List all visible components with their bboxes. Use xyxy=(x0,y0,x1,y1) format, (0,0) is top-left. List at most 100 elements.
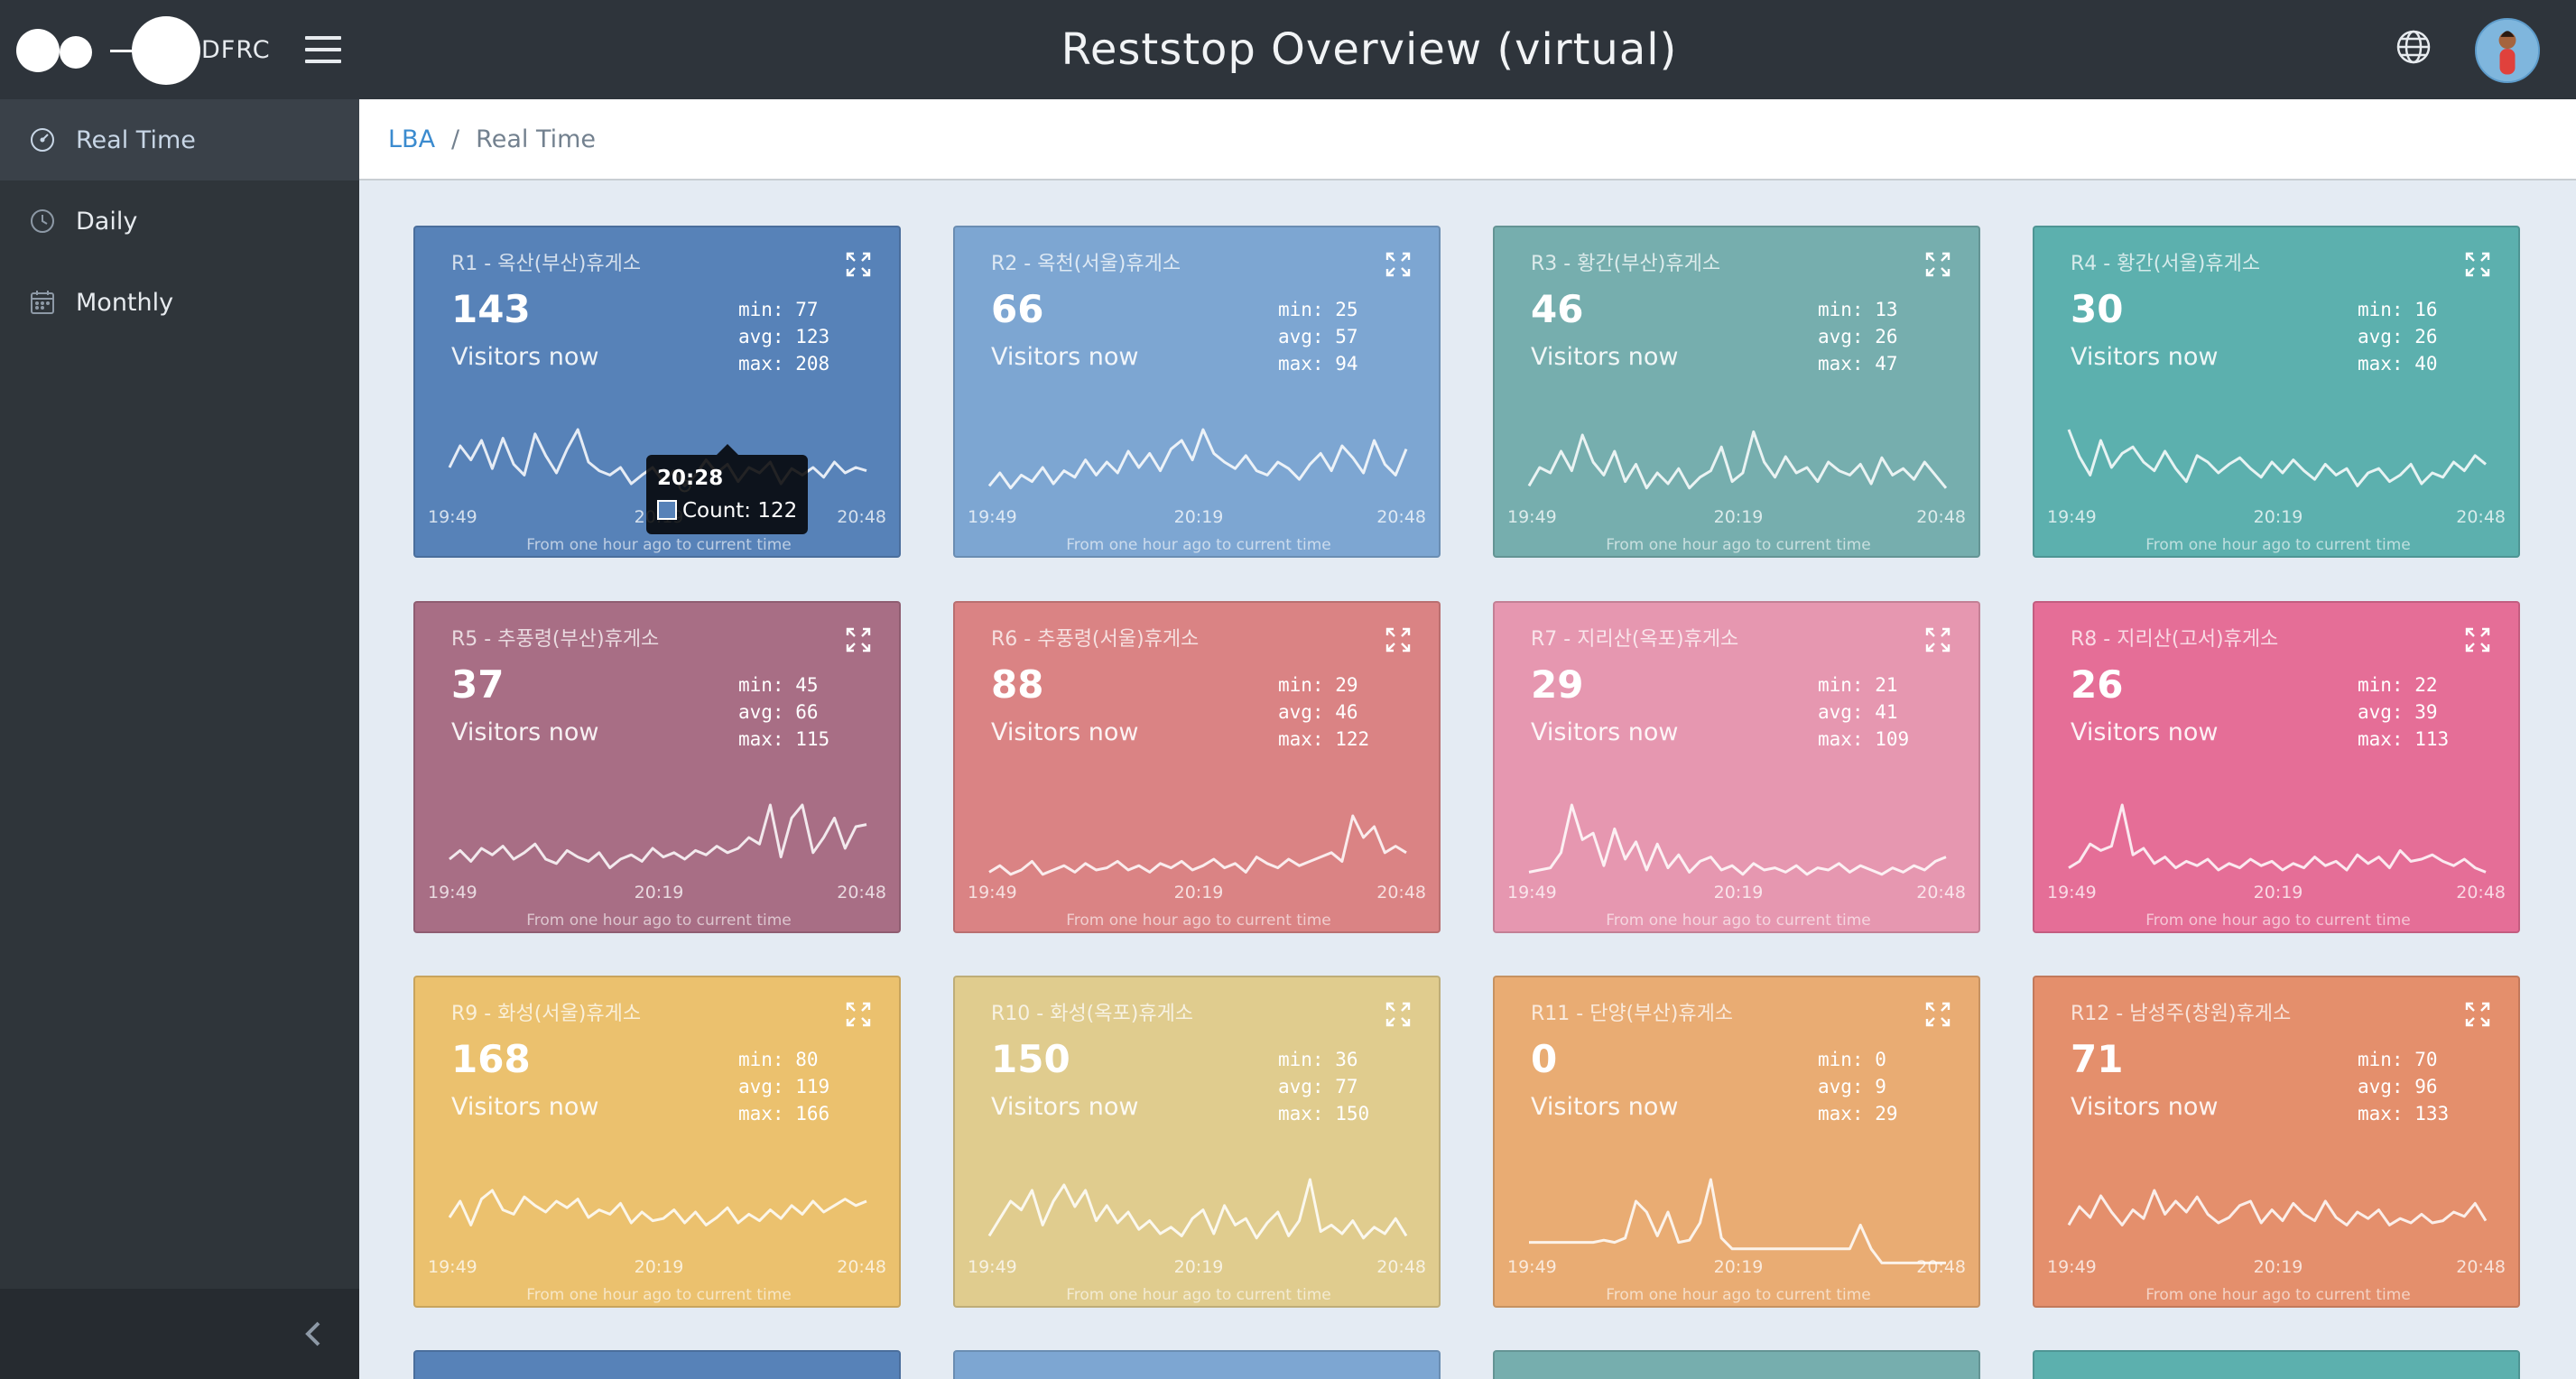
brand-logo[interactable]: DFRC xyxy=(16,16,271,85)
card-caption: From one hour ago to current time xyxy=(1066,536,1331,554)
card-stats: min: 21 avg: 41 max: 109 xyxy=(1818,674,1910,750)
card-stats: min: 77 avg: 123 max: 208 xyxy=(738,299,830,375)
sparkline-chart[interactable] xyxy=(449,783,867,892)
card-caption: From one hour ago to current time xyxy=(526,912,792,930)
expand-icon[interactable] xyxy=(2464,626,2491,653)
axis-tick-end: 20:48 xyxy=(1376,1257,1426,1277)
axis-tick-start: 19:49 xyxy=(2047,883,2097,902)
stat-max: 166 xyxy=(795,1103,830,1124)
reststop-card[interactable]: R12 - 남성주(창원)휴게소 71 Visitors now min: 70 avg… xyxy=(2033,976,2520,1308)
visitors-now-label: Visitors now xyxy=(451,1093,599,1121)
clock-icon xyxy=(31,209,54,233)
chevron-left-icon[interactable] xyxy=(296,1316,332,1352)
reststop-card[interactable]: R6 - 추풍령(서울)휴게소 88 Visitors now min: 29 avg:… xyxy=(953,601,1441,933)
visitor-count: 143 xyxy=(451,287,531,331)
sparkline-chart[interactable] xyxy=(1528,783,1947,892)
stat-avg: 57 xyxy=(1335,326,1358,347)
expand-icon[interactable] xyxy=(1385,251,1412,278)
stat-max: 122 xyxy=(1335,728,1370,750)
sidebar-item-daily[interactable]: Daily xyxy=(0,180,359,262)
reststop-card[interactable]: R5 - 추풍령(부산)휴게소 37 Visitors now min: 45 avg:… xyxy=(413,601,901,933)
sidebar-item-real-time[interactable]: Real Time xyxy=(0,99,359,180)
stat-avg: 77 xyxy=(1335,1076,1358,1097)
stat-max: 109 xyxy=(1875,728,1910,750)
sparkline-chart[interactable] xyxy=(988,783,1407,892)
user-avatar[interactable] xyxy=(2475,18,2540,83)
reststop-card[interactable]: R1 - 옥산(부산)휴게소 143 Visitors now min: 77 avg:… xyxy=(413,226,901,558)
card-caption: From one hour ago to current time xyxy=(1066,912,1331,930)
stat-max: 115 xyxy=(795,728,830,750)
stat-max: 113 xyxy=(2414,728,2450,750)
stat-avg: 26 xyxy=(2414,326,2438,347)
expand-icon[interactable] xyxy=(1385,1001,1412,1028)
expand-icon[interactable] xyxy=(1385,626,1412,653)
reststop-card[interactable]: R9 - 화성(서울)휴게소 168 Visitors now min: 80 avg:… xyxy=(413,976,901,1308)
sparkline-path xyxy=(2067,429,2487,487)
brand-text: DFRC xyxy=(201,36,271,64)
tooltip-count: Count: 122 xyxy=(682,499,798,523)
card-caption: From one hour ago to current time xyxy=(1606,912,1871,930)
sparkline-chart[interactable] xyxy=(2067,1158,2488,1266)
expand-icon[interactable] xyxy=(2464,1001,2491,1028)
sparkline-chart[interactable] xyxy=(2067,408,2487,516)
top-header: DFRC Reststop Overview (virtual) xyxy=(0,0,2576,99)
stat-avg: 46 xyxy=(1335,701,1358,723)
expand-icon[interactable] xyxy=(845,1001,872,1028)
sparkline-chart[interactable] xyxy=(1527,408,1948,516)
reststop-card[interactable]: R10 - 화성(옥포)휴게소 150 Visitors now min: 36 avg… xyxy=(953,976,1441,1308)
reststop-card-partial[interactable] xyxy=(953,1350,1441,1379)
sparkline-chart[interactable] xyxy=(1529,1158,1946,1266)
card-stats: min: 16 avg: 26 max: 40 xyxy=(2358,299,2438,375)
visitor-count: 26 xyxy=(2071,662,2124,707)
sparkline-path xyxy=(449,803,867,870)
card-title: R1 - 옥산(부산)휴게소 xyxy=(451,253,642,275)
sparkline-chart[interactable] xyxy=(987,1158,1408,1266)
axis-tick-mid: 20:19 xyxy=(634,883,684,902)
sparkline-chart[interactable] xyxy=(987,408,1408,516)
card-title: R11 - 단양(부산)휴게소 xyxy=(1531,1003,1734,1025)
card-stats: min: 45 avg: 66 max: 115 xyxy=(738,674,830,750)
axis-tick-start: 19:49 xyxy=(2047,507,2097,527)
expand-icon[interactable] xyxy=(845,626,872,653)
stat-avg: 96 xyxy=(2414,1076,2438,1097)
menu-toggle-button[interactable] xyxy=(305,36,341,65)
visitors-now-label: Visitors now xyxy=(451,718,599,746)
stat-min: 45 xyxy=(795,674,819,696)
card-title: R10 - 화성(옥포)휴게소 xyxy=(991,1003,1194,1025)
visitor-count: 150 xyxy=(991,1037,1070,1081)
sparkline-chart[interactable] xyxy=(448,1158,867,1266)
axis-tick-start: 19:49 xyxy=(968,1257,1017,1277)
card-caption: From one hour ago to current time xyxy=(2145,536,2411,554)
breadcrumb-lba-link[interactable]: LBA xyxy=(388,125,436,153)
stat-max: 94 xyxy=(1335,353,1358,375)
card-stats: min: 36 avg: 77 max: 150 xyxy=(1278,1049,1370,1124)
sidebar-item-monthly[interactable]: Monthly xyxy=(0,262,359,343)
language-globe-icon[interactable] xyxy=(2394,27,2433,67)
stat-max: 133 xyxy=(2414,1103,2450,1124)
reststop-card[interactable]: R7 - 지리산(옥포)휴게소 29 Visitors now min: 21 avg:… xyxy=(1493,601,1980,933)
reststop-card[interactable]: R4 - 황간(서울)휴게소 30 Visitors now min: 16 avg: … xyxy=(2033,226,2520,558)
visitors-now-label: Visitors now xyxy=(991,718,1139,746)
expand-icon[interactable] xyxy=(1924,626,1951,653)
sparkline-path xyxy=(987,428,1408,490)
reststop-card-partial[interactable] xyxy=(413,1350,901,1379)
expand-icon[interactable] xyxy=(1924,251,1951,278)
stat-max: 29 xyxy=(1875,1103,1898,1124)
expand-icon[interactable] xyxy=(1924,1001,1951,1028)
stat-max: 40 xyxy=(2414,353,2438,375)
expand-icon[interactable] xyxy=(845,251,872,278)
reststop-card[interactable]: R2 - 옥천(서울)휴게소 66 Visitors now min: 25 avg: … xyxy=(953,226,1441,558)
card-title: R4 - 황간(서울)휴게소 xyxy=(2071,253,2261,275)
card-stats: min: 25 avg: 57 max: 94 xyxy=(1278,299,1358,375)
expand-icon[interactable] xyxy=(2464,251,2491,278)
card-stats: min: 13 avg: 26 max: 47 xyxy=(1818,299,1898,375)
stat-max: 47 xyxy=(1875,353,1898,375)
stat-max: 150 xyxy=(1335,1103,1370,1124)
reststop-card[interactable]: R3 - 황간(부산)휴게소 46 Visitors now min: 13 avg: … xyxy=(1493,226,1980,558)
reststop-card-partial[interactable] xyxy=(2033,1350,2520,1379)
sparkline-chart[interactable] xyxy=(2068,783,2487,892)
stat-avg: 66 xyxy=(795,701,819,723)
reststop-card[interactable]: R11 - 단양(부산)휴게소 0 Visitors now min: 0 avg: 9… xyxy=(1493,976,1980,1308)
reststop-card-partial[interactable] xyxy=(1493,1350,1980,1379)
reststop-card[interactable]: R8 - 지리산(고서)휴게소 26 Visitors now min: 22 avg:… xyxy=(2033,601,2520,933)
